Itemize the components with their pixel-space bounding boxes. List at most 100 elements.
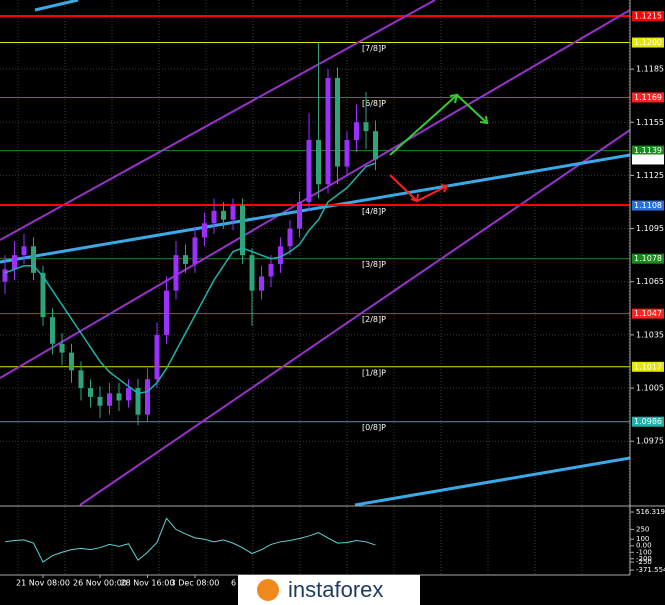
- level-label: [7/8]P: [362, 44, 386, 53]
- price-label: 1.1134: [634, 155, 662, 164]
- arrow-head: [479, 115, 489, 125]
- candle-body: [164, 290, 169, 335]
- level-box: [632, 200, 664, 211]
- level-box-label: 1.1047: [634, 309, 662, 318]
- indicator-tick-label: 250: [636, 525, 649, 533]
- level-box-label: 1.1108: [634, 201, 662, 210]
- candle-body: [50, 317, 55, 344]
- level-box-label: 1.1017: [634, 362, 662, 371]
- candle-body: [107, 393, 112, 406]
- candle-body: [202, 223, 207, 238]
- indicator-tick-label: -100: [636, 548, 652, 556]
- candle-body: [135, 388, 141, 415]
- candle-body: [154, 334, 160, 380]
- candle-body: [192, 237, 198, 265]
- level-box: [632, 361, 664, 372]
- level-box-label: 1.1078: [634, 254, 662, 263]
- y-tick-label: 1.1155: [636, 118, 664, 127]
- y-tick-label: 1.1035: [636, 330, 664, 339]
- candles: [2, 42, 378, 426]
- watermark-text: instaforex: [288, 577, 383, 602]
- candle-body: [78, 370, 84, 389]
- candle-body: [221, 210, 226, 220]
- channel-middle: [0, 9, 631, 379]
- channel-upper: [0, 0, 436, 241]
- candle-body: [145, 379, 150, 415]
- level-label: [1/8]P: [362, 368, 386, 377]
- indicator-tick-label: 0.00: [636, 542, 652, 550]
- candle-body: [59, 343, 65, 353]
- level-box: [632, 10, 664, 21]
- level-box-label: 1.1200: [634, 38, 662, 47]
- candle-body: [40, 272, 46, 318]
- candle-body: [354, 122, 359, 140]
- candle-body: [2, 269, 8, 282]
- candle-body: [97, 396, 103, 406]
- candle-body: [31, 246, 36, 273]
- candle-body: [287, 228, 293, 247]
- indicator-line: [4, 517, 376, 563]
- arrow-head: [410, 193, 419, 203]
- arrow-head: [440, 184, 449, 193]
- level-box-label: 1.1215: [634, 11, 662, 20]
- level-label: [3/8]P: [362, 260, 386, 269]
- level-box: [632, 253, 664, 264]
- channel-lower: [79, 129, 631, 506]
- candle-body: [259, 276, 264, 291]
- candle-body: [126, 388, 131, 401]
- indicator-tick-label: 100: [636, 535, 649, 543]
- y-tick-label: 1.1095: [636, 224, 664, 233]
- candle-body: [363, 122, 369, 132]
- y-tick-label: 1.0975: [636, 437, 664, 446]
- level-box: [632, 416, 664, 427]
- indicator-tick-label: -371.5549: [636, 566, 665, 574]
- candle-body: [278, 246, 283, 265]
- y-tick-label: 1.1005: [636, 384, 664, 393]
- watermark-icon: [257, 579, 279, 601]
- candle-body: [173, 255, 179, 291]
- x-tick-label: 21 Nov 08:00: [16, 579, 70, 588]
- y-tick-label: 1.1065: [636, 277, 664, 286]
- candle-body: [344, 139, 350, 167]
- trend-line: [354, 456, 631, 507]
- candle-body: [306, 139, 312, 202]
- trend-line: [0, 153, 631, 264]
- level-box: [632, 37, 664, 48]
- level-box-label: 1.1169: [634, 93, 662, 102]
- candle-body: [240, 205, 245, 256]
- indicator-tick-label: -250: [636, 558, 652, 566]
- level-box: [632, 92, 664, 103]
- level-box: [632, 308, 664, 319]
- level-label: [6/8]P: [362, 99, 386, 108]
- candle-body: [249, 255, 255, 291]
- candle-body: [316, 139, 321, 185]
- candle-body: [268, 264, 274, 277]
- candle-body: [69, 352, 74, 371]
- candle-body: [373, 131, 378, 160]
- trend-line: [34, 0, 79, 12]
- level-box-label: 1.1139: [634, 146, 662, 155]
- candle-body: [230, 205, 236, 220]
- moving-average: [4, 162, 376, 395]
- y-tick-label: 1.1185: [636, 65, 664, 74]
- candle-body: [183, 255, 188, 265]
- candle-body: [297, 202, 302, 229]
- candle-body: [335, 77, 340, 167]
- candle-body: [88, 388, 93, 397]
- level-label: [0/8]P: [362, 423, 386, 432]
- arrow-head: [449, 93, 459, 104]
- candle-body: [21, 246, 27, 256]
- indicator-tick-label: -200: [636, 555, 652, 563]
- y-tick-label: 1.1125: [636, 171, 664, 180]
- drawings: [0, 0, 631, 507]
- x-tick-label: 26 Nov 00:00: [73, 579, 127, 588]
- level-label: [2/8]P: [362, 315, 386, 324]
- level-box-label: 1.0986: [634, 417, 662, 426]
- x-tick-label: 28 Nov 16:00: [121, 579, 175, 588]
- axis: 1.1185 1.1155 1.1125 1.1095 1.1065 1.1035 1.10…: [16, 10, 664, 588]
